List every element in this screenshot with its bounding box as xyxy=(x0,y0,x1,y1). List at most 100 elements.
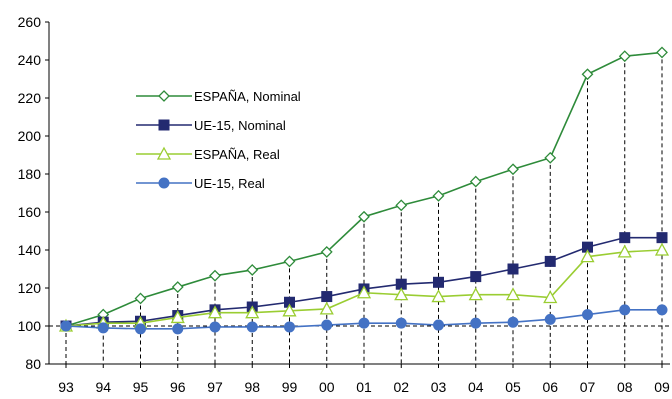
point-ue-15-real-07 xyxy=(582,309,593,321)
legend-marker xyxy=(156,146,172,160)
legend-item-espa-a-nominal: ESPAÑA, Nominal xyxy=(136,89,301,104)
legend-item-ue-15-nominal: UE-15, Nominal xyxy=(136,118,286,133)
point-ue-15-real-04 xyxy=(470,317,482,329)
point-espa-a-nominal-04 xyxy=(469,175,482,188)
legend-item-espa-a-real: ESPAÑA, Real xyxy=(136,146,280,162)
point-ue-15-real-96 xyxy=(172,323,184,335)
y-tick-labels: 80 100 120 140 160 180 200 220 240 260 xyxy=(18,14,42,372)
legend-marker xyxy=(158,119,170,131)
point-ue-15-real-94 xyxy=(97,322,109,334)
x-tick-label-08: 08 xyxy=(617,379,633,394)
point-ue-15-real-01 xyxy=(358,317,370,329)
point-ue-15-nominal-04 xyxy=(470,271,482,283)
x-tick-label-04: 04 xyxy=(468,379,484,394)
legend-label: ESPAÑA, Real xyxy=(194,147,280,162)
point-ue-15-nominal-05 xyxy=(507,263,519,275)
x-tick-labels: 93 94 95 96 97 98 99 00 01 02 03 04 05 06 07 08 09 xyxy=(58,379,670,395)
point-espa-a-real-08 xyxy=(617,244,632,258)
point-ue-15-real-98 xyxy=(246,321,258,333)
point-espa-a-nominal-95 xyxy=(134,292,147,305)
point-espa-a-nominal-99 xyxy=(283,255,296,268)
point-ue-15-nominal-08 xyxy=(619,232,631,244)
point-espa-a-nominal-01 xyxy=(358,210,370,223)
axes xyxy=(45,21,670,368)
x-tick-label-06: 06 xyxy=(542,379,558,394)
x-tick-label-07: 07 xyxy=(580,379,596,394)
point-espa-a-real-09 xyxy=(654,242,670,256)
y-tick-label-120: 120 xyxy=(18,280,42,296)
series-group xyxy=(58,46,670,335)
x-tick-label-95: 95 xyxy=(133,379,149,394)
x-tick-label-99: 99 xyxy=(282,379,298,394)
point-ue-15-real-97 xyxy=(209,321,221,333)
point-espa-a-real-98 xyxy=(245,305,260,319)
point-ue-15-nominal-06 xyxy=(544,255,556,267)
y-tick-label-240: 240 xyxy=(18,52,42,68)
y-tick-label-260: 260 xyxy=(18,14,42,30)
point-espa-a-real-03 xyxy=(431,289,446,303)
point-ue-15-real-09 xyxy=(656,304,668,316)
legend-label: ESPAÑA, Nominal xyxy=(194,89,301,104)
point-espa-a-nominal-96 xyxy=(171,281,184,293)
point-ue-15-nominal-00 xyxy=(321,291,333,303)
x-tick-label-98: 98 xyxy=(244,379,260,394)
point-ue-15-real-08 xyxy=(619,304,631,316)
point-ue-15-real-99 xyxy=(284,321,295,333)
point-espa-a-nominal-03 xyxy=(432,189,445,202)
point-ue-15-nominal-03 xyxy=(433,276,444,288)
point-espa-a-nominal-97 xyxy=(209,269,221,282)
x-tick-label-96: 96 xyxy=(170,379,186,394)
y-tick-label-160: 160 xyxy=(18,204,42,220)
point-espa-a-real-97 xyxy=(207,305,223,319)
point-espa-a-nominal-02 xyxy=(395,199,408,212)
point-espa-a-real-06 xyxy=(543,290,558,304)
x-tick-label-01: 01 xyxy=(356,379,372,394)
point-espa-a-real-00 xyxy=(319,301,334,315)
point-ue-15-real-06 xyxy=(544,313,556,325)
point-ue-15-real-95 xyxy=(135,323,146,335)
y-tick-label-200: 200 xyxy=(18,128,42,144)
point-ue-15-real-05 xyxy=(507,316,519,328)
x-tick-label-09: 09 xyxy=(654,379,670,394)
point-espa-a-real-99 xyxy=(282,303,297,317)
point-espa-a-nominal-09 xyxy=(656,46,668,59)
point-espa-a-real-01 xyxy=(356,285,372,299)
point-espa-a-real-96 xyxy=(170,310,185,324)
legend-label: UE-15, Nominal xyxy=(194,118,286,133)
legend-marker xyxy=(158,90,170,102)
y-tick-label-100: 100 xyxy=(18,318,42,334)
point-espa-a-nominal-07 xyxy=(581,68,594,81)
point-ue-15-nominal-09 xyxy=(656,232,668,244)
point-ue-15-real-02 xyxy=(395,317,407,329)
point-ue-15-real-93 xyxy=(60,320,72,332)
point-espa-a-real-07 xyxy=(580,249,595,263)
point-espa-a-real-02 xyxy=(394,287,409,301)
legend: ESPAÑA, Nominal UE-15, Nominal ESPAÑA, Rea… xyxy=(136,89,301,191)
legend-item-ue-15-real: UE-15, Real xyxy=(136,176,265,191)
point-espa-a-nominal-06 xyxy=(544,151,557,164)
point-espa-a-real-05 xyxy=(505,287,521,301)
x-tick-label-97: 97 xyxy=(207,379,223,394)
x-tick-label-93: 93 xyxy=(58,379,74,394)
y-tick-label-140: 140 xyxy=(18,242,42,258)
point-ue-15-real-00 xyxy=(321,319,333,331)
point-espa-a-real-04 xyxy=(468,287,483,301)
legend-label: UE-15, Real xyxy=(194,176,265,191)
y-tick-label-180: 180 xyxy=(18,166,42,182)
point-ue-15-real-03 xyxy=(433,319,444,331)
x-tick-label-03: 03 xyxy=(431,379,447,394)
x-tick-label-02: 02 xyxy=(393,379,409,394)
legend-marker xyxy=(158,177,170,189)
point-espa-a-nominal-08 xyxy=(618,50,631,63)
point-espa-a-nominal-98 xyxy=(246,264,259,276)
x-tick-label-00: 00 xyxy=(319,379,335,394)
point-espa-a-nominal-05 xyxy=(507,163,519,176)
y-tick-label-80: 80 xyxy=(25,356,41,372)
point-espa-a-nominal-00 xyxy=(320,245,333,258)
x-tick-label-94: 94 xyxy=(95,379,111,394)
series-ue-15-real xyxy=(60,304,668,335)
x-tick-label-05: 05 xyxy=(505,379,521,394)
y-tick-label-220: 220 xyxy=(18,90,42,106)
